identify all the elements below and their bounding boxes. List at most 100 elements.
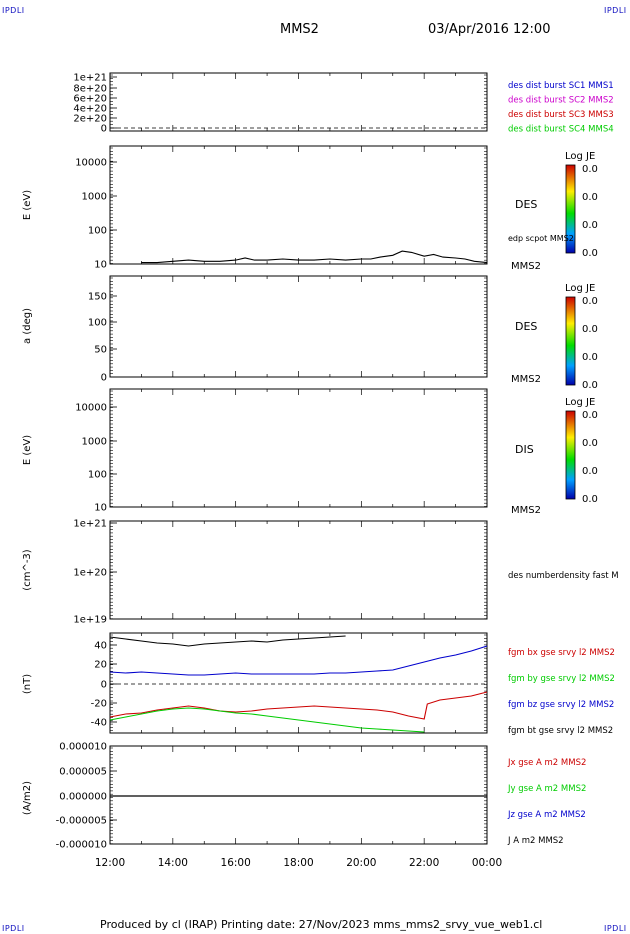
colorbar-tick-label: 0.0 <box>582 296 598 307</box>
y-tick-label: 6e+20 <box>73 94 107 105</box>
y-axis-label: E (eV) <box>22 190 33 220</box>
legend-entry: fgm by gse srvy l2 MMS2 <box>508 674 615 684</box>
colorbar-title: Log JE <box>565 151 595 162</box>
y-tick-label: 1e+21 <box>73 519 107 530</box>
fgm-series-line <box>109 635 346 647</box>
colorbar-tick-label: 0.0 <box>582 324 598 335</box>
fgm-series-line <box>109 645 488 676</box>
y-tick-label: 0 <box>101 680 107 691</box>
y-tick-label: -40 <box>91 718 107 729</box>
y-tick-label: 100 <box>88 470 107 481</box>
colorbar-tick-label: 0.0 <box>582 380 598 391</box>
x-tick-label: 18:00 <box>283 857 313 869</box>
y-tick-label: 10 <box>94 503 107 514</box>
x-tick-label: 22:00 <box>409 857 439 869</box>
y-tick-label: 1000 <box>82 192 107 203</box>
y-tick-label: 1e+19 <box>73 615 107 626</box>
y-tick-label: 10000 <box>75 158 107 169</box>
colorbar <box>565 164 576 254</box>
y-tick-label: 50 <box>94 345 107 356</box>
spacecraft-tag: MMS2 <box>511 505 541 516</box>
legend-entry: des dist burst SC1 MMS1 <box>508 81 614 91</box>
legend-entry: fgm bz gse srvy l2 MMS2 <box>508 700 614 710</box>
legend-entry: fgm bx gse srvy l2 MMS2 <box>508 648 615 658</box>
colorbar-tick-label: 0.0 <box>582 494 598 505</box>
colorbar-title: Log JE <box>565 283 595 294</box>
spacecraft-tag: MMS2 <box>511 261 541 272</box>
instrument-tag: DIS <box>515 443 534 456</box>
datetime-title: 03/Apr/2016 12:00 <box>428 22 551 37</box>
y-tick-label: 100 <box>88 226 107 237</box>
y-tick-label: 0.000000 <box>59 792 107 803</box>
y-axis-label: a (deg) <box>22 308 33 344</box>
y-tick-label: -0.000005 <box>56 816 107 827</box>
y-tick-label: 10000 <box>75 403 107 414</box>
colorbar <box>565 410 576 500</box>
corner-label-bottom-right: IPDLI <box>604 924 627 933</box>
panel-frame <box>109 145 488 265</box>
panel-frame <box>109 388 488 508</box>
fgm-series-line <box>109 707 425 733</box>
x-tick-label: 16:00 <box>221 857 251 869</box>
y-axis-label: (A/m2) <box>22 781 33 815</box>
x-tick-label: 12:00 <box>95 857 125 869</box>
legend-entry: des dist burst SC2 MMS2 <box>508 96 614 106</box>
y-tick-label: 20 <box>94 660 107 671</box>
colorbar-tick-label: 0.0 <box>582 438 598 449</box>
y-tick-label: 40 <box>94 641 107 652</box>
legend-entry: des dist burst SC3 MMS3 <box>508 110 614 120</box>
y-tick-label: -20 <box>91 699 107 710</box>
panel-frame <box>109 275 488 378</box>
legend-entry: des dist burst SC4 MMS4 <box>508 125 614 135</box>
panel-frame <box>109 745 488 845</box>
y-tick-label: 0.000010 <box>59 742 107 753</box>
y-tick-label: 10 <box>94 260 107 271</box>
y-tick-label: 1e+21 <box>73 73 107 84</box>
spacecraft-tag: MMS2 <box>511 374 541 385</box>
colorbar-tick-label: 0.0 <box>582 248 598 259</box>
panel-frame <box>109 520 488 620</box>
panel-frame <box>109 72 488 132</box>
instrument-tag: DES <box>515 198 537 211</box>
fgm-series-line <box>109 691 488 720</box>
colorbar-tick-label: 0.0 <box>582 466 598 477</box>
corner-label-bottom-left: IPDLI <box>2 924 25 933</box>
x-tick-label: 20:00 <box>346 857 376 869</box>
x-tick-label: 00:00 <box>472 857 502 869</box>
colorbar-tick-label: 0.0 <box>582 192 598 203</box>
overlay-label: edp scpot MMS2 <box>508 234 574 243</box>
y-axis-label: (nT) <box>22 674 33 694</box>
y-tick-label: 0 <box>101 124 107 135</box>
y-tick-label: 8e+20 <box>73 84 107 95</box>
y-tick-label: 0 <box>101 373 107 384</box>
colorbar-title: Log JE <box>565 397 595 408</box>
colorbar-tick-label: 0.0 <box>582 220 598 231</box>
y-axis-label: E (eV) <box>22 435 33 465</box>
y-tick-label: 0.000005 <box>59 767 107 778</box>
legend-entry: des numberdensity fast M <box>508 571 619 581</box>
corner-label-top-left: IPDLI <box>2 6 25 15</box>
scpot-line <box>141 250 488 264</box>
colorbar-tick-label: 0.0 <box>582 164 598 175</box>
panel-frame <box>109 632 488 734</box>
legend-entry: J A m2 MMS2 <box>507 836 564 846</box>
y-tick-label: 1e+20 <box>73 568 107 579</box>
y-tick-label: 4e+20 <box>73 104 107 115</box>
colorbar <box>565 296 576 386</box>
y-tick-label: 100 <box>88 318 107 329</box>
legend-entry: fgm bt gse srvy l2 MMS2 <box>508 726 613 736</box>
y-tick-label: -0.000010 <box>56 840 107 851</box>
legend-entry: Jz gse A m2 MMS2 <box>507 810 586 820</box>
y-axis-label: (cm^-3) <box>22 549 33 590</box>
colorbar-tick-label: 0.0 <box>582 410 598 421</box>
spacecraft-title: MMS2 <box>280 22 319 37</box>
legend-entry: Jy gse A m2 MMS2 <box>507 784 586 794</box>
corner-label-top-right: IPDLI <box>604 6 627 15</box>
instrument-tag: DES <box>515 320 537 333</box>
legend-entry: Jx gse A m2 MMS2 <box>507 758 586 768</box>
y-tick-label: 2e+20 <box>73 114 107 125</box>
y-tick-label: 1000 <box>82 437 107 448</box>
y-tick-label: 150 <box>88 292 107 303</box>
x-tick-label: 14:00 <box>158 857 188 869</box>
